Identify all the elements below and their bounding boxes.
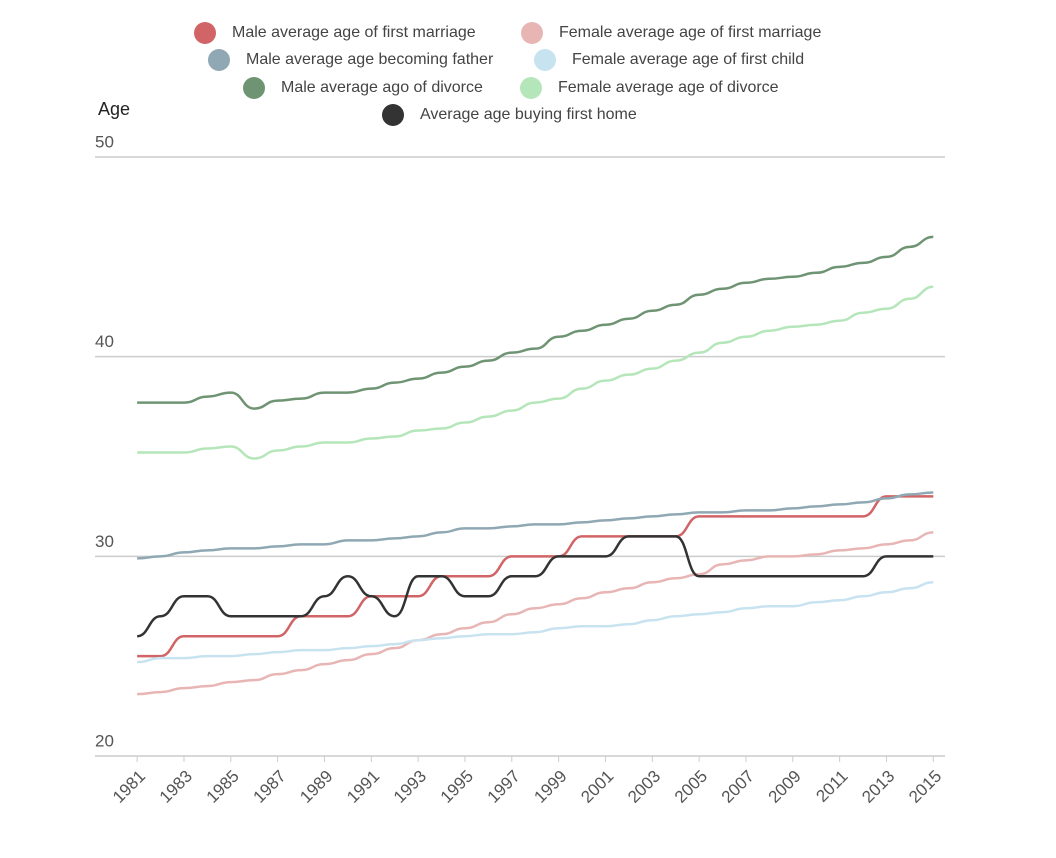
- x-tick-label: 2009: [765, 767, 805, 807]
- legend-swatch: [520, 77, 542, 99]
- x-tick-label: 2007: [718, 767, 758, 807]
- x-tick-label: 1995: [437, 767, 477, 807]
- y-tick-label: 50: [95, 132, 114, 151]
- legend-label: Female average age of first marriage: [559, 24, 821, 41]
- y-tick-label: 20: [95, 731, 114, 750]
- legend-swatch: [382, 104, 404, 126]
- y-tick-label: 40: [95, 332, 114, 351]
- x-tick-label: 1991: [343, 767, 383, 807]
- series-line: [137, 531, 934, 696]
- series-line: [137, 491, 934, 560]
- x-tick-label: 1983: [156, 767, 196, 807]
- x-tick-label: 1999: [530, 767, 570, 807]
- x-tick-label: 1997: [484, 767, 524, 807]
- legend-swatch: [243, 77, 265, 99]
- y-tick-label: 30: [95, 532, 114, 551]
- legend-swatch: [208, 49, 230, 71]
- legend-label: Female average age of first child: [572, 51, 804, 68]
- series-line: [137, 285, 934, 460]
- legend-label: Female average age of divorce: [558, 79, 779, 96]
- x-tick-label: 1981: [109, 767, 149, 807]
- x-tick-label: 2011: [812, 767, 851, 806]
- series-line: [137, 235, 934, 410]
- x-tick-label: 2001: [577, 767, 617, 807]
- series-line: [137, 581, 934, 664]
- x-tick-label: 1993: [390, 767, 430, 807]
- y-axis-label: Age: [98, 99, 130, 119]
- x-tick-label: 1987: [249, 767, 289, 807]
- legend-swatch: [534, 49, 556, 71]
- series-line: [137, 495, 934, 658]
- x-tick-label: 2005: [671, 767, 711, 807]
- x-tick-label: 2015: [905, 767, 945, 807]
- series-line: [136, 535, 934, 638]
- legend-swatch: [194, 22, 216, 44]
- x-tick-label: 2013: [858, 767, 898, 807]
- x-tick-label: 2003: [624, 767, 664, 807]
- legend-label: Male average age of first marriage: [232, 24, 476, 41]
- legend-label: Male average age becoming father: [246, 51, 494, 68]
- x-tick-label: 1989: [296, 767, 336, 807]
- x-tick-label: 1985: [203, 767, 243, 807]
- legend-label: Average age buying first home: [420, 106, 637, 123]
- legend-label: Male average ago of divorce: [281, 79, 483, 96]
- legend-swatch: [521, 22, 543, 44]
